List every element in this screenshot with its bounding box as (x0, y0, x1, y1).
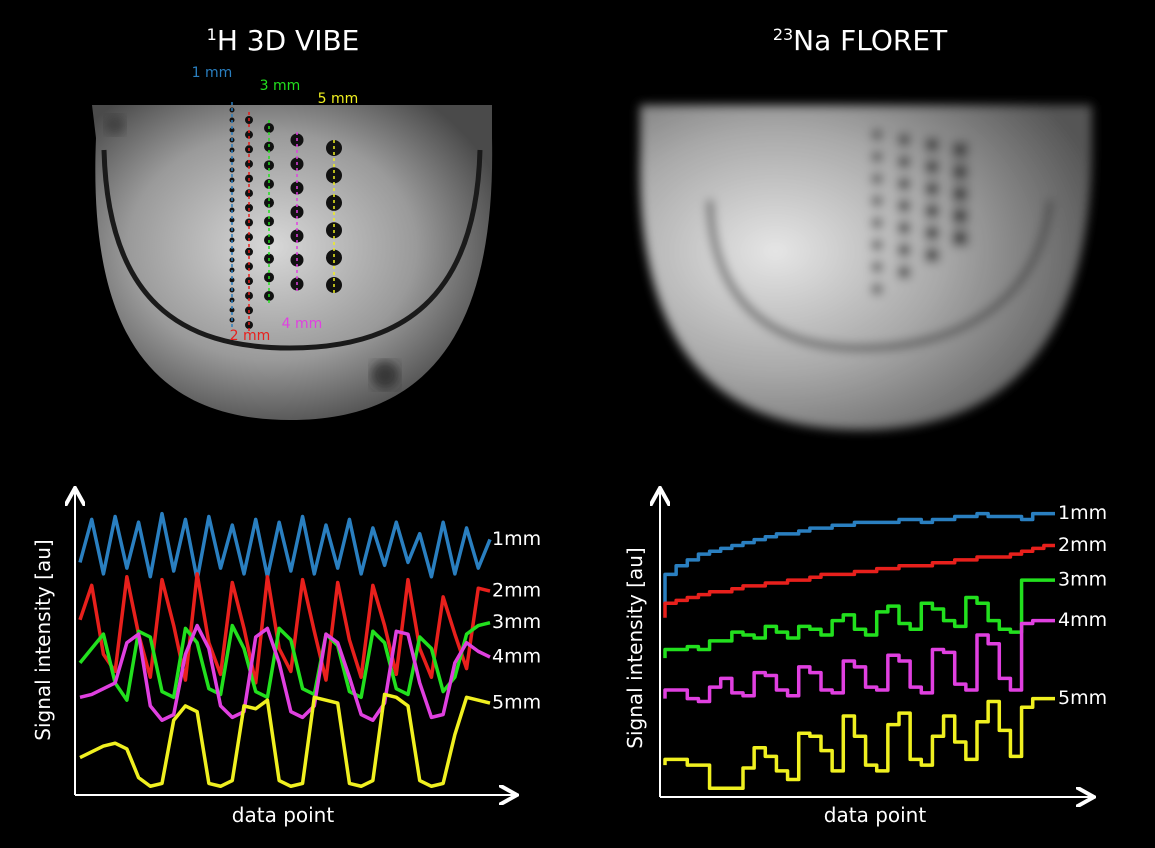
annotation: 4 mm (282, 316, 323, 332)
annotation: 1 mm (192, 65, 233, 81)
hole (326, 250, 342, 266)
hole (872, 218, 882, 228)
y-axis-label: Signal intensity [au] (623, 547, 647, 748)
series-label: 3mm (492, 611, 541, 633)
hole (925, 182, 939, 196)
panel-title: 1H 3D VIBE (207, 24, 360, 57)
series-label: 3mm (1058, 569, 1107, 591)
title-text: Na FLORET (793, 24, 948, 57)
series-label: 4mm (492, 646, 541, 668)
series-label: 2mm (492, 580, 541, 602)
series-label: 4mm (1058, 609, 1107, 631)
hole (952, 164, 968, 180)
annotation: 2 mm (230, 328, 271, 344)
hole (925, 248, 939, 262)
hole (898, 222, 910, 234)
hole (952, 230, 968, 246)
series-label: 5mm (1058, 687, 1107, 709)
series-label: 5mm (492, 692, 541, 714)
series-label: 1mm (1058, 502, 1107, 524)
hole (872, 262, 882, 272)
hole (326, 167, 342, 183)
annotation: 5 mm (318, 91, 359, 107)
hole (952, 142, 968, 158)
hole (872, 174, 882, 184)
hole (952, 186, 968, 202)
hole (925, 226, 939, 240)
hole (898, 266, 910, 278)
hole (872, 284, 882, 294)
hole (898, 134, 910, 146)
figure: 1H 3D VIBE 23Na FLORET 1 mm 2 mm 3 mm 4 mm 5… (0, 0, 1155, 848)
hole (898, 156, 910, 168)
hole (872, 196, 882, 206)
hole (925, 138, 939, 152)
hole (898, 200, 910, 212)
series-label: 2mm (1058, 534, 1107, 556)
hole (952, 208, 968, 224)
series-label: 1mm (492, 528, 541, 550)
annotation: 3 mm (260, 78, 301, 94)
x-axis-label: data point (232, 803, 335, 827)
hole (925, 204, 939, 218)
hole (898, 244, 910, 256)
hole (872, 152, 882, 162)
hole (898, 178, 910, 190)
title-text: H 3D VIBE (217, 24, 360, 57)
x-axis-label: data point (824, 803, 927, 827)
y-axis-label: Signal intensity [au] (31, 539, 55, 740)
hole (872, 130, 882, 140)
panel-title: 23Na FLORET (773, 24, 948, 57)
hole (925, 160, 939, 174)
title-superscript: 1 (207, 25, 217, 44)
title-superscript: 23 (773, 25, 793, 44)
hole (872, 240, 882, 250)
